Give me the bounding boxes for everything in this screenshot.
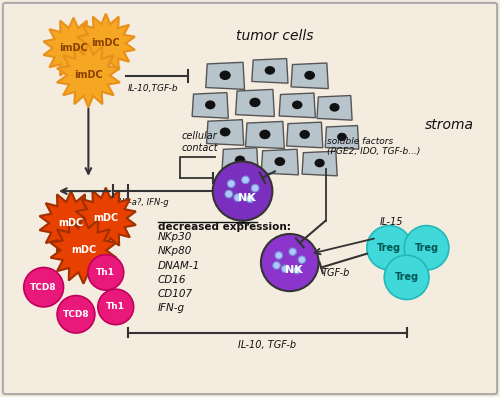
Circle shape xyxy=(234,194,241,201)
Polygon shape xyxy=(192,93,228,118)
Text: Th1: Th1 xyxy=(96,268,116,277)
Polygon shape xyxy=(325,125,359,149)
Polygon shape xyxy=(50,217,116,284)
Circle shape xyxy=(251,184,259,192)
Polygon shape xyxy=(76,188,136,249)
Text: imDC: imDC xyxy=(92,38,120,48)
Circle shape xyxy=(98,289,134,325)
Polygon shape xyxy=(246,121,284,148)
Text: mDC: mDC xyxy=(71,245,96,255)
Text: Treg: Treg xyxy=(414,243,438,253)
Circle shape xyxy=(367,225,412,270)
Ellipse shape xyxy=(274,157,285,166)
Ellipse shape xyxy=(337,133,347,141)
Text: Th1: Th1 xyxy=(106,303,125,311)
Ellipse shape xyxy=(304,71,315,80)
Text: NK: NK xyxy=(238,193,256,204)
Circle shape xyxy=(242,176,250,184)
Circle shape xyxy=(384,255,429,299)
Polygon shape xyxy=(302,151,337,176)
Circle shape xyxy=(282,265,289,273)
Polygon shape xyxy=(206,119,244,145)
Text: IFN-a: IFN-a xyxy=(380,244,404,254)
Text: TCD8: TCD8 xyxy=(62,310,90,319)
Ellipse shape xyxy=(220,71,230,80)
Circle shape xyxy=(57,296,95,333)
Text: DNAM-1: DNAM-1 xyxy=(158,260,200,271)
Ellipse shape xyxy=(250,98,260,107)
Text: Treg: Treg xyxy=(377,243,402,253)
Polygon shape xyxy=(206,62,244,89)
Text: IL-15: IL-15 xyxy=(380,217,403,227)
Text: IFN-g: IFN-g xyxy=(158,303,185,314)
Circle shape xyxy=(404,225,449,270)
Polygon shape xyxy=(57,43,120,107)
Text: stroma: stroma xyxy=(424,118,474,131)
Ellipse shape xyxy=(264,66,275,75)
Ellipse shape xyxy=(292,100,302,109)
Text: IL-18: IL-18 xyxy=(380,231,403,241)
Circle shape xyxy=(293,266,300,274)
Circle shape xyxy=(88,255,124,290)
Ellipse shape xyxy=(220,127,230,137)
Circle shape xyxy=(225,190,232,198)
Ellipse shape xyxy=(314,159,324,167)
Polygon shape xyxy=(286,122,323,148)
Text: decreased expression:: decreased expression: xyxy=(158,222,291,232)
Polygon shape xyxy=(317,96,352,120)
Polygon shape xyxy=(261,149,298,175)
Text: IL-10,TGF-b: IL-10,TGF-b xyxy=(128,84,178,93)
Text: CD107: CD107 xyxy=(158,289,193,299)
Circle shape xyxy=(298,256,306,264)
Polygon shape xyxy=(279,93,316,118)
Polygon shape xyxy=(236,89,275,116)
Circle shape xyxy=(273,262,280,269)
Text: NKp30: NKp30 xyxy=(158,232,192,242)
Polygon shape xyxy=(252,58,288,83)
Text: CD16: CD16 xyxy=(158,275,186,285)
Text: mDC: mDC xyxy=(58,218,84,228)
Circle shape xyxy=(24,268,64,307)
Text: IL-10, TGF-b: IL-10, TGF-b xyxy=(238,340,296,350)
Text: TCD8: TCD8 xyxy=(30,283,57,292)
Text: soluble factors
(PGE2, IDO, TGF-b...): soluble factors (PGE2, IDO, TGF-b...) xyxy=(327,137,420,156)
Circle shape xyxy=(228,180,235,187)
Circle shape xyxy=(261,234,318,291)
Ellipse shape xyxy=(300,130,310,139)
Polygon shape xyxy=(40,191,102,255)
Text: imDC: imDC xyxy=(59,43,88,53)
Text: cellular
contact: cellular contact xyxy=(182,131,218,152)
Polygon shape xyxy=(291,63,329,89)
Text: tumor cells: tumor cells xyxy=(236,29,314,43)
Polygon shape xyxy=(222,148,258,173)
Text: NKp80: NKp80 xyxy=(158,246,192,256)
Polygon shape xyxy=(44,17,104,79)
Ellipse shape xyxy=(205,100,216,109)
Text: TGF-b: TGF-b xyxy=(322,268,349,278)
Text: imDC: imDC xyxy=(74,70,103,80)
Circle shape xyxy=(275,252,282,259)
Text: NK: NK xyxy=(285,265,303,275)
Circle shape xyxy=(289,248,296,255)
Ellipse shape xyxy=(260,130,270,139)
Text: TNF-a?, IFN-g: TNF-a?, IFN-g xyxy=(113,198,168,208)
Ellipse shape xyxy=(330,103,340,112)
Text: mDC: mDC xyxy=(93,213,118,223)
Circle shape xyxy=(212,162,272,221)
Text: Treg: Treg xyxy=(394,272,418,282)
Polygon shape xyxy=(76,14,135,73)
Ellipse shape xyxy=(235,156,246,164)
Circle shape xyxy=(246,195,254,202)
